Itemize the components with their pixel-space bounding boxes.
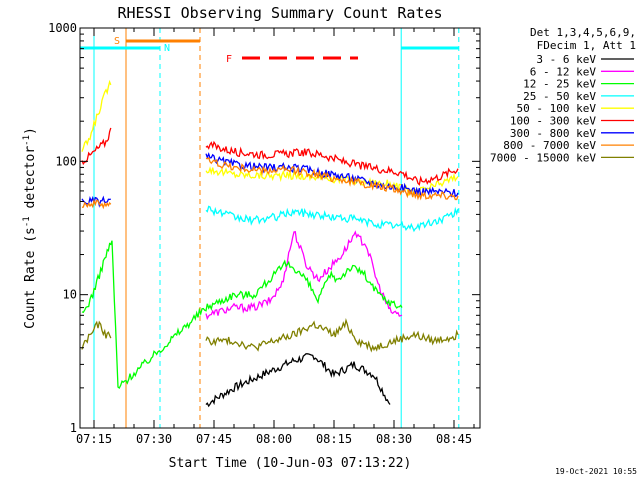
x-axis-label: Start Time (10-Jun-03 07:13:22) xyxy=(169,456,412,471)
series-line-8 xyxy=(81,317,459,353)
y-axis-label-part2: detector xyxy=(23,146,38,217)
legend-label-1: 6 - 12 keV xyxy=(530,65,597,78)
legend-label-7: 800 - 7000 keV xyxy=(503,139,596,152)
y-tick-label: 1000 xyxy=(48,21,77,35)
timestamp: 19-Oct-2021 10:55 xyxy=(555,467,637,476)
y-tick-label: 100 xyxy=(55,154,77,168)
legend-header-1: Det 1,3,4,5,6,9, xyxy=(530,26,636,39)
annotation-f: F xyxy=(226,54,232,65)
annotation-n: N xyxy=(164,43,170,54)
legend-label-6: 300 - 800 keV xyxy=(510,127,596,140)
series-line-6 xyxy=(81,152,459,208)
legend-label-3: 25 - 50 keV xyxy=(523,90,596,103)
y-axis-label: Count Rate (s-1 detector-1) xyxy=(22,127,38,329)
legend-label-0: 3 - 6 keV xyxy=(536,53,596,66)
series-line-2 xyxy=(81,240,403,389)
legend-label-5: 100 - 300 keV xyxy=(510,115,596,128)
x-tick-label: 08:45 xyxy=(436,432,472,446)
plot-frame xyxy=(79,27,481,429)
x-tick-label: 07:45 xyxy=(196,432,232,446)
chart-title: RHESSI Observing Summary Count Rates xyxy=(117,4,442,22)
legend-label-2: 12 - 25 keV xyxy=(523,78,596,91)
x-tick-label: 07:30 xyxy=(136,432,172,446)
annotation-s: S xyxy=(114,36,120,47)
series-line-3 xyxy=(205,205,459,233)
legend-header-2: FDecim 1, Att 1 xyxy=(537,39,636,52)
x-tick-label: 08:00 xyxy=(256,432,292,446)
y-axis-label-sup1: -1 xyxy=(22,216,32,227)
y-axis: 1 10 100 1000 xyxy=(48,21,480,435)
y-axis-label-part1: Count Rate (s xyxy=(23,227,38,329)
x-axis: 07:15 07:30 07:45 08:00 08:15 08:30 08:45 xyxy=(76,28,475,446)
x-tick-label: 08:30 xyxy=(376,432,412,446)
y-axis-label-sup2: -1 xyxy=(22,135,32,146)
legend: Det 1,3,4,5,6,9, FDecim 1, Att 1 3 - 6 k… xyxy=(490,26,636,164)
x-tick-label: 07:15 xyxy=(76,432,112,446)
series-line-7 xyxy=(81,156,459,210)
series-line-1 xyxy=(205,230,403,321)
x-tick-label: 08:15 xyxy=(316,432,352,446)
legend-label-4: 50 - 100 keV xyxy=(517,102,597,115)
plot-area xyxy=(80,28,460,428)
legend-label-8: 7000 - 15000 keV xyxy=(490,151,596,164)
y-tick-label: 10 xyxy=(63,288,77,302)
y-tick-label: 1 xyxy=(70,421,77,435)
series-line-5 xyxy=(81,127,459,186)
series-line-0 xyxy=(205,353,391,408)
y-axis-label-part3: ) xyxy=(23,127,38,135)
